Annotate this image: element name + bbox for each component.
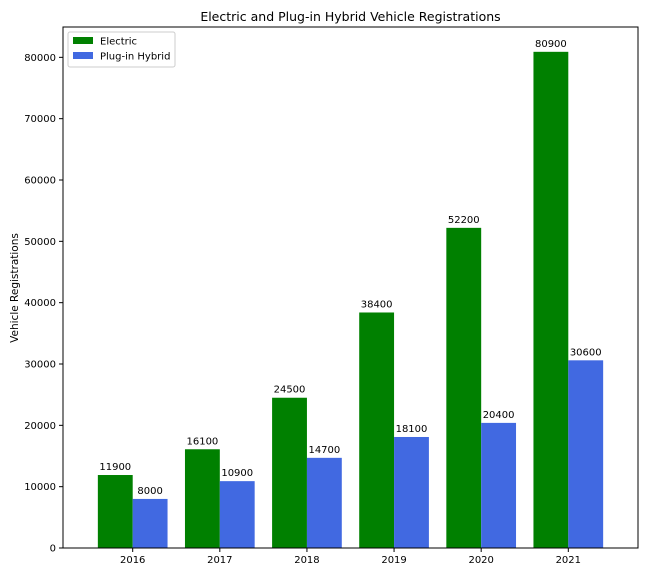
bar-plug-in-hybrid-2018 [306,457,342,548]
data-label: 10900 [221,468,253,479]
bar-plug-in-hybrid-2021 [568,360,604,548]
bar-plug-in-hybrid-2016 [132,498,168,548]
bar-plug-in-hybrid-2017 [219,481,255,548]
chart-title: Electric and Plug-in Hybrid Vehicle Regi… [200,9,500,24]
bars-group [97,51,604,549]
x-tick-label: 2019 [381,555,406,566]
x-tick-label: 2020 [468,555,493,566]
data-label: 11900 [99,462,131,473]
bar-plug-in-hybrid-2020 [481,422,517,548]
bar-electric-2020 [446,227,482,548]
y-tick-label: 30000 [24,360,56,371]
legend-box [67,31,176,68]
bar-labels-group: 11900 16100 24500 38400 52200 80900 8000 10900 1… [99,39,601,497]
x-tick-label: 2021 [556,555,581,566]
legend-label: Plug-in Hybrid [100,52,170,63]
data-label: 80900 [535,39,567,50]
x-tick-label: 2018 [294,555,319,566]
axes-group: 0 10000 20000 30000 40000 50000 60000 70000 8000… [24,26,639,566]
plot-frame [62,26,639,549]
x-tick-label: 2016 [120,555,145,566]
bar-electric-2018 [272,397,307,548]
data-label: 52200 [448,215,480,226]
y-tick-label: 50000 [24,237,56,248]
bar-electric-2021 [533,51,569,549]
data-label: 18100 [396,424,428,435]
legend-swatch [73,52,93,59]
legend-swatch [73,37,93,44]
data-label: 24500 [274,385,306,396]
y-tick-label: 0 [50,544,56,555]
data-label: 30600 [570,347,602,358]
legend: Electric Plug-in Hybrid [67,31,176,68]
y-tick-label: 60000 [24,176,56,187]
x-tick-label: 2017 [207,555,232,566]
data-label: 16100 [186,436,218,447]
bar-electric-2019 [359,312,395,548]
y-tick-label: 70000 [24,114,56,125]
y-tick-label: 20000 [24,421,56,432]
y-axis-label: Vehicle Registrations [9,233,21,343]
y-tick-label: 10000 [24,482,56,493]
data-label: 20400 [483,410,515,421]
y-tick-label: 40000 [24,298,56,309]
legend-label: Electric [100,37,137,48]
data-label: 38400 [361,299,393,310]
data-label: 14700 [308,445,340,456]
data-label: 8000 [137,486,162,497]
y-tick-label: 80000 [24,53,56,64]
bar-electric-2017 [184,449,220,548]
bar-electric-2016 [97,475,133,548]
bar-plug-in-hybrid-2019 [394,436,429,548]
